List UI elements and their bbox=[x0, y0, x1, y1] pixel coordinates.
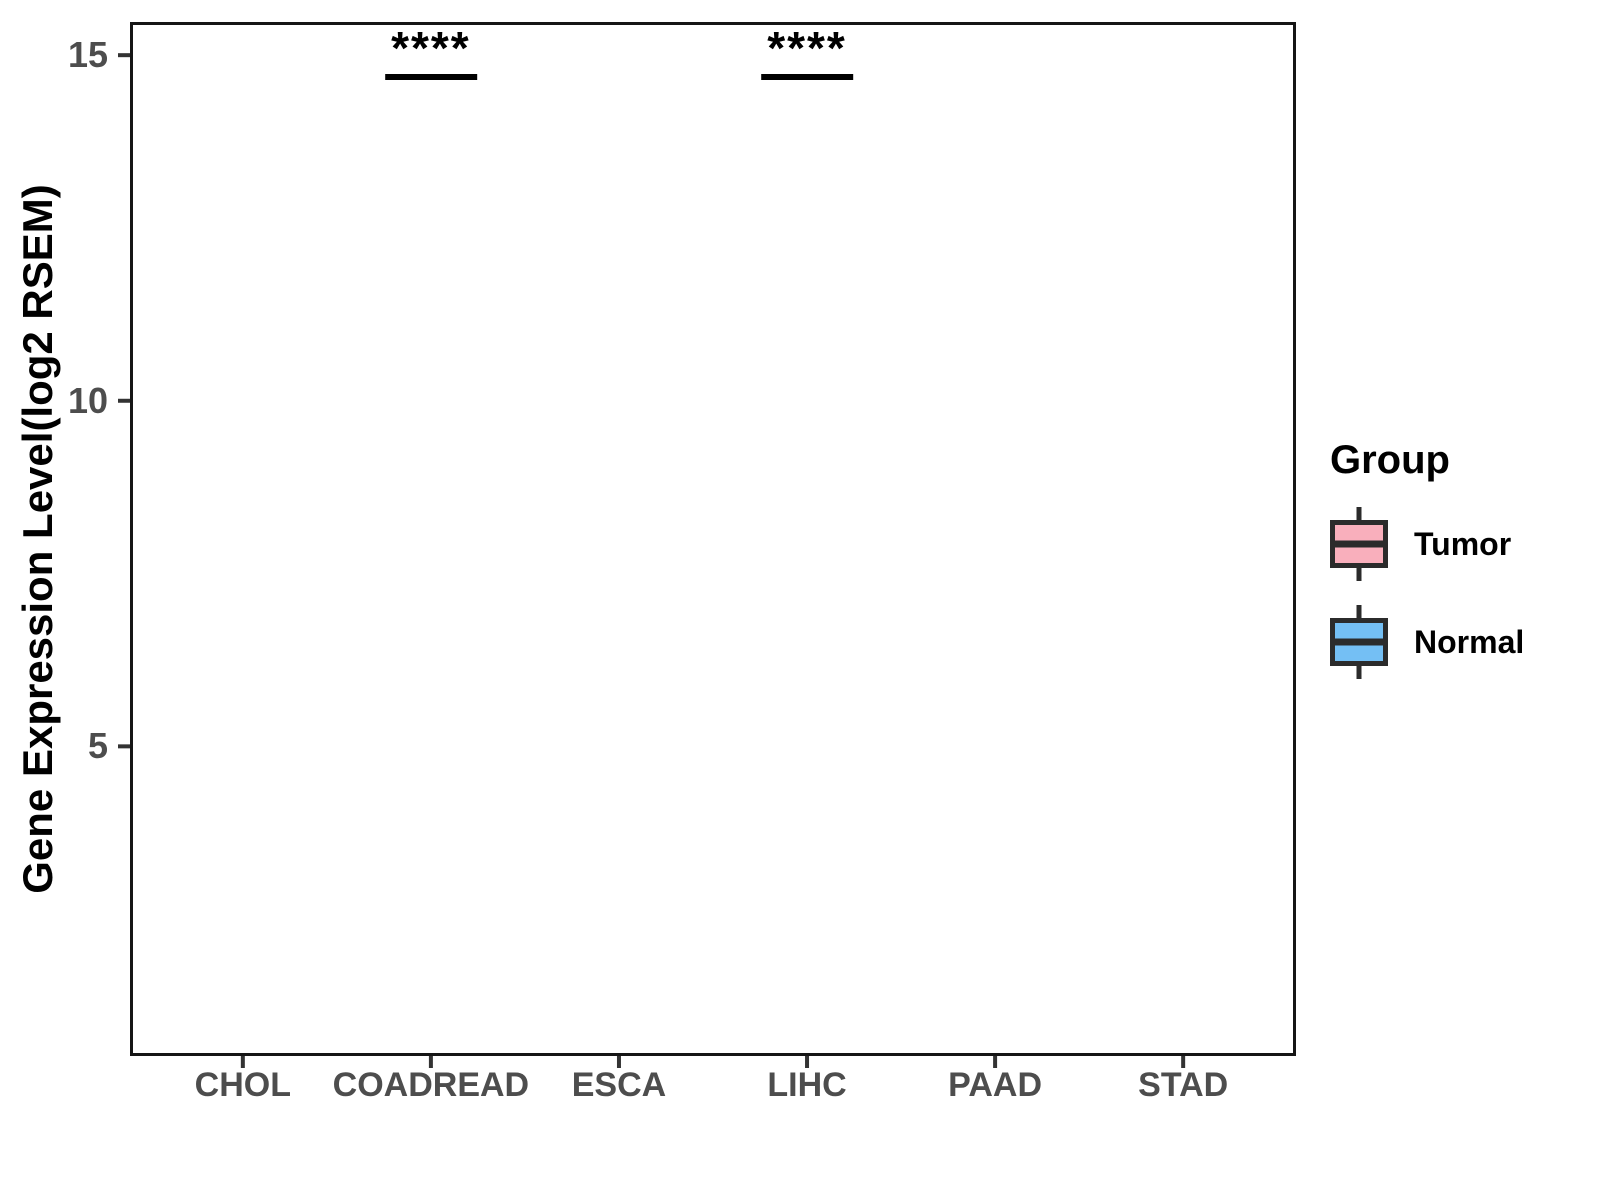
x-tick-label-coadread: COADREAD bbox=[332, 1066, 530, 1104]
x-tick-label-paad: PAAD bbox=[948, 1066, 1043, 1104]
x-tick-label-stad: STAD bbox=[1138, 1066, 1229, 1104]
legend-item-tumor: Tumor bbox=[1330, 507, 1580, 581]
significance-marker-lihc: **** bbox=[761, 25, 853, 80]
x-tick-label-lihc: LIHC bbox=[767, 1066, 847, 1104]
legend-label-tumor: Tumor bbox=[1414, 525, 1512, 562]
tumor-boxplot-key-icon bbox=[1330, 507, 1388, 581]
y-axis-title: Gene Expression Level(log2 RSEM) bbox=[14, 184, 61, 894]
y-tick-label-10: 10 bbox=[67, 379, 108, 421]
x-tick-label-chol: CHOL bbox=[194, 1066, 291, 1104]
y-tick-label-15: 15 bbox=[67, 34, 108, 76]
plot-panel bbox=[130, 22, 1296, 1056]
normal-boxplot-key-icon bbox=[1330, 605, 1388, 679]
legend-title: Group bbox=[1330, 438, 1450, 482]
y-tick-label-5: 5 bbox=[87, 725, 108, 767]
significance-marker-coadread: **** bbox=[385, 25, 477, 80]
x-tick-label-esca: ESCA bbox=[571, 1066, 667, 1104]
legend: Group Tumor Normal bbox=[1330, 438, 1580, 703]
legend-label-normal: Normal bbox=[1414, 623, 1525, 660]
legend-item-normal: Normal bbox=[1330, 605, 1580, 679]
